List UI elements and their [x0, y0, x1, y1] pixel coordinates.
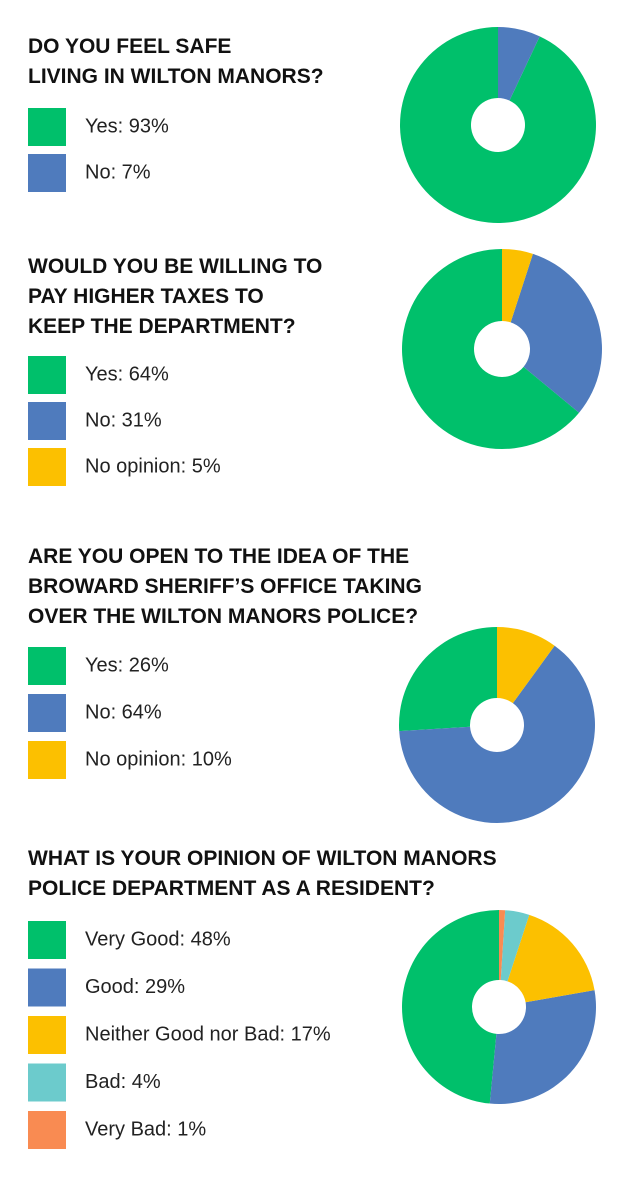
chart-title: WHAT IS YOUR OPINION OF WILTON MANORS — [28, 847, 497, 870]
legend-label: No opinion: 5% — [85, 455, 221, 477]
donut-slice — [489, 990, 596, 1105]
legend-label: No: 7% — [85, 161, 151, 183]
chart-title: LIVING IN WILTON MANORS? — [28, 65, 324, 88]
legend-label: Neither Good nor Bad: 17% — [85, 1023, 331, 1045]
donut-slice — [400, 27, 596, 224]
chart-title: DO YOU FEEL SAFE — [28, 35, 231, 58]
chart-title: WOULD YOU BE WILLING TO — [28, 255, 322, 278]
legend-swatch — [28, 154, 66, 192]
legend-label: Very Good: 48% — [85, 928, 231, 950]
chart-title: KEEP THE DEPARTMENT? — [28, 315, 296, 338]
donut-slice — [401, 910, 499, 1104]
legend-swatch — [28, 647, 66, 685]
legend-swatch — [28, 402, 66, 440]
donut-slice — [498, 27, 540, 101]
chart-title: OVER THE WILTON MANORS POLICE? — [28, 605, 418, 628]
legend-swatch — [28, 921, 66, 959]
legend-swatch — [28, 1063, 66, 1102]
donut-slice — [401, 249, 580, 449]
legend-swatch — [28, 356, 66, 394]
donut-slice — [497, 627, 555, 704]
legend-label: Yes: 64% — [85, 363, 169, 385]
legend-swatch — [28, 108, 66, 146]
donut-slice — [499, 910, 506, 981]
legend-swatch — [28, 741, 66, 779]
chart-title: POLICE DEPARTMENT AS A RESIDENT? — [28, 877, 435, 900]
donut-slice — [510, 253, 602, 413]
legend-swatch — [28, 968, 66, 1007]
legend-label: Bad: 4% — [85, 1071, 161, 1093]
legend-swatch — [28, 448, 66, 486]
legend-label: Very Bad: 1% — [85, 1118, 206, 1140]
donut-slice — [500, 910, 530, 982]
legend-swatch — [28, 1016, 66, 1054]
legend-swatch — [28, 694, 66, 732]
donut-slice — [399, 645, 595, 823]
legend-label: No: 64% — [85, 701, 162, 723]
legend-label: No: 31% — [85, 409, 162, 431]
legend-swatch — [28, 1111, 66, 1149]
chart-title: ARE YOU OPEN TO THE IDEA OF THE — [28, 545, 409, 568]
legend-label: Good: 29% — [85, 976, 185, 998]
legend-label: Yes: 93% — [85, 115, 169, 137]
donut-slice — [502, 249, 533, 323]
chart-title: BROWARD SHERIFF’S OFFICE TAKING — [28, 575, 422, 598]
chart-title: PAY HIGHER TAXES TO — [28, 285, 264, 308]
donut-slice — [507, 914, 595, 1003]
legend-label: No opinion: 10% — [85, 748, 232, 770]
legend-label: Yes: 26% — [85, 654, 169, 676]
donut-slice — [399, 627, 497, 732]
